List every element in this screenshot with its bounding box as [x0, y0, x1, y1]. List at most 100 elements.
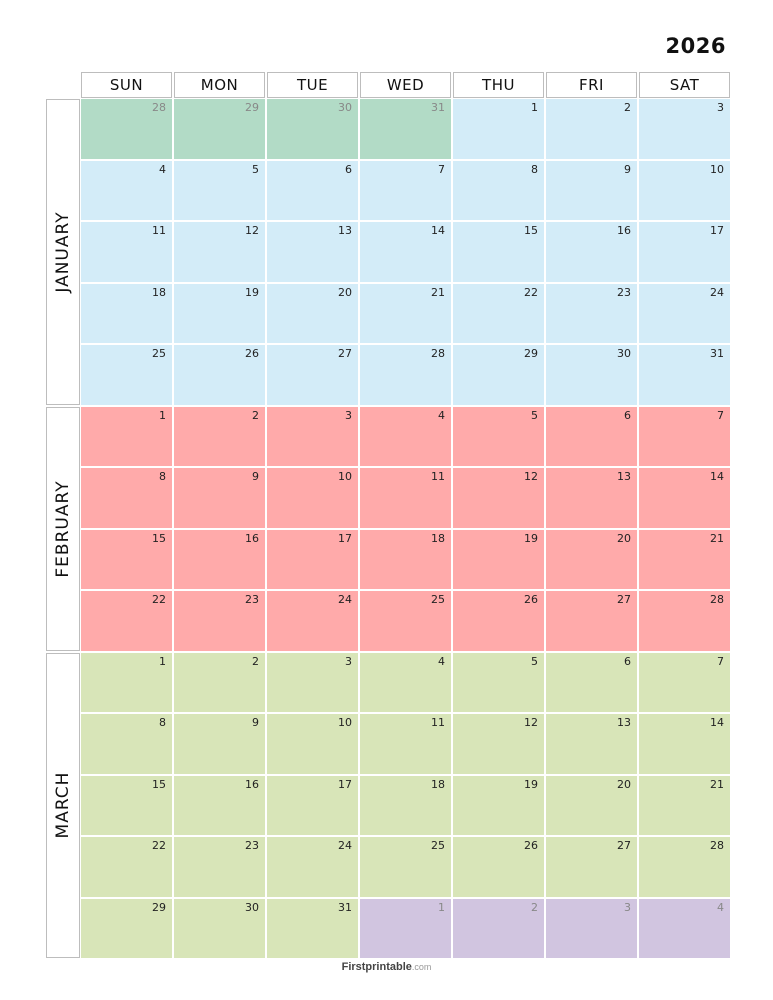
day-cell[interactable]: 28: [639, 837, 730, 897]
day-cell[interactable]: 11: [360, 714, 451, 774]
day-cell[interactable]: 18: [81, 283, 172, 343]
day-cell[interactable]: 19: [174, 283, 265, 343]
day-cell[interactable]: 28: [639, 591, 730, 651]
day-cell[interactable]: 5: [453, 652, 544, 712]
day-cell[interactable]: 6: [546, 652, 637, 712]
day-cell[interactable]: 27: [546, 591, 637, 651]
day-cell[interactable]: 2: [174, 406, 265, 466]
day-cell[interactable]: 31: [639, 345, 730, 405]
day-cell[interactable]: 9: [174, 714, 265, 774]
day-cell[interactable]: 20: [546, 775, 637, 835]
day-cell[interactable]: 7: [639, 652, 730, 712]
day-cell[interactable]: 2: [174, 652, 265, 712]
day-cell[interactable]: 18: [360, 529, 451, 589]
day-cell[interactable]: 22: [453, 283, 544, 343]
day-cell[interactable]: 23: [546, 283, 637, 343]
day-cell[interactable]: 4: [360, 406, 451, 466]
day-cell[interactable]: 30: [546, 345, 637, 405]
day-cell[interactable]: 11: [81, 222, 172, 282]
day-cell[interactable]: 13: [267, 222, 358, 282]
day-cell[interactable]: 15: [81, 529, 172, 589]
day-cell[interactable]: 6: [546, 406, 637, 466]
day-cell[interactable]: 4: [81, 160, 172, 220]
day-cell[interactable]: 20: [546, 529, 637, 589]
day-cell[interactable]: 27: [546, 837, 637, 897]
day-cell[interactable]: 13: [546, 468, 637, 528]
day-cell[interactable]: 29: [81, 898, 172, 958]
day-cell[interactable]: 9: [174, 468, 265, 528]
day-cell[interactable]: 12: [453, 468, 544, 528]
day-cell[interactable]: 10: [267, 714, 358, 774]
day-cell[interactable]: 16: [546, 222, 637, 282]
day-cell[interactable]: 4: [360, 652, 451, 712]
day-cell-adjacent-month[interactable]: 31: [360, 99, 451, 159]
day-cell-adjacent-month[interactable]: 1: [360, 898, 451, 958]
day-cell[interactable]: 14: [639, 468, 730, 528]
day-cell[interactable]: 14: [639, 714, 730, 774]
day-cell[interactable]: 23: [174, 837, 265, 897]
day-cell-adjacent-month[interactable]: 29: [174, 99, 265, 159]
day-cell[interactable]: 7: [639, 406, 730, 466]
day-cell[interactable]: 8: [81, 714, 172, 774]
day-cell[interactable]: 1: [81, 406, 172, 466]
day-cell[interactable]: 15: [81, 775, 172, 835]
day-cell[interactable]: 14: [360, 222, 451, 282]
day-cell[interactable]: 24: [267, 591, 358, 651]
day-cell[interactable]: 29: [453, 345, 544, 405]
day-cell[interactable]: 11: [360, 468, 451, 528]
day-cell[interactable]: 8: [81, 468, 172, 528]
day-cell-adjacent-month[interactable]: 2: [453, 898, 544, 958]
day-cell-adjacent-month[interactable]: 30: [267, 99, 358, 159]
day-cell[interactable]: 25: [81, 345, 172, 405]
day-cell[interactable]: 7: [360, 160, 451, 220]
day-cell[interactable]: 2: [546, 99, 637, 159]
day-cell-adjacent-month[interactable]: 4: [639, 898, 730, 958]
day-cell[interactable]: 5: [174, 160, 265, 220]
day-cell[interactable]: 15: [453, 222, 544, 282]
day-cell[interactable]: 28: [360, 345, 451, 405]
day-number: 16: [245, 777, 259, 791]
day-cell[interactable]: 21: [639, 529, 730, 589]
day-cell[interactable]: 25: [360, 591, 451, 651]
day-cell[interactable]: 17: [639, 222, 730, 282]
day-cell[interactable]: 17: [267, 775, 358, 835]
day-cell[interactable]: 5: [453, 406, 544, 466]
day-cell[interactable]: 26: [453, 837, 544, 897]
day-cell[interactable]: 1: [453, 99, 544, 159]
day-number: 13: [338, 224, 352, 237]
day-cell[interactable]: 22: [81, 837, 172, 897]
day-cell[interactable]: 22: [81, 591, 172, 651]
day-cell[interactable]: 12: [174, 222, 265, 282]
day-cell[interactable]: 27: [267, 345, 358, 405]
day-cell[interactable]: 21: [360, 283, 451, 343]
day-cell[interactable]: 3: [639, 99, 730, 159]
day-cell[interactable]: 26: [453, 591, 544, 651]
day-cell[interactable]: 8: [453, 160, 544, 220]
day-cell[interactable]: 17: [267, 529, 358, 589]
day-cell[interactable]: 6: [267, 160, 358, 220]
day-cell[interactable]: 16: [174, 529, 265, 589]
day-cell[interactable]: 3: [267, 652, 358, 712]
day-cell[interactable]: 20: [267, 283, 358, 343]
day-cell[interactable]: 24: [639, 283, 730, 343]
day-cell[interactable]: 19: [453, 529, 544, 589]
day-cell[interactable]: 9: [546, 160, 637, 220]
day-cell[interactable]: 3: [267, 406, 358, 466]
day-cell[interactable]: 26: [174, 345, 265, 405]
day-cell[interactable]: 10: [267, 468, 358, 528]
day-cell[interactable]: 30: [174, 898, 265, 958]
day-cell[interactable]: 13: [546, 714, 637, 774]
day-cell-adjacent-month[interactable]: 28: [81, 99, 172, 159]
day-cell[interactable]: 19: [453, 775, 544, 835]
day-cell[interactable]: 21: [639, 775, 730, 835]
day-cell[interactable]: 24: [267, 837, 358, 897]
day-cell-adjacent-month[interactable]: 3: [546, 898, 637, 958]
day-cell[interactable]: 23: [174, 591, 265, 651]
day-cell[interactable]: 10: [639, 160, 730, 220]
day-cell[interactable]: 25: [360, 837, 451, 897]
day-cell[interactable]: 31: [267, 898, 358, 958]
day-cell[interactable]: 12: [453, 714, 544, 774]
day-cell[interactable]: 18: [360, 775, 451, 835]
day-cell[interactable]: 16: [174, 775, 265, 835]
day-cell[interactable]: 1: [81, 652, 172, 712]
